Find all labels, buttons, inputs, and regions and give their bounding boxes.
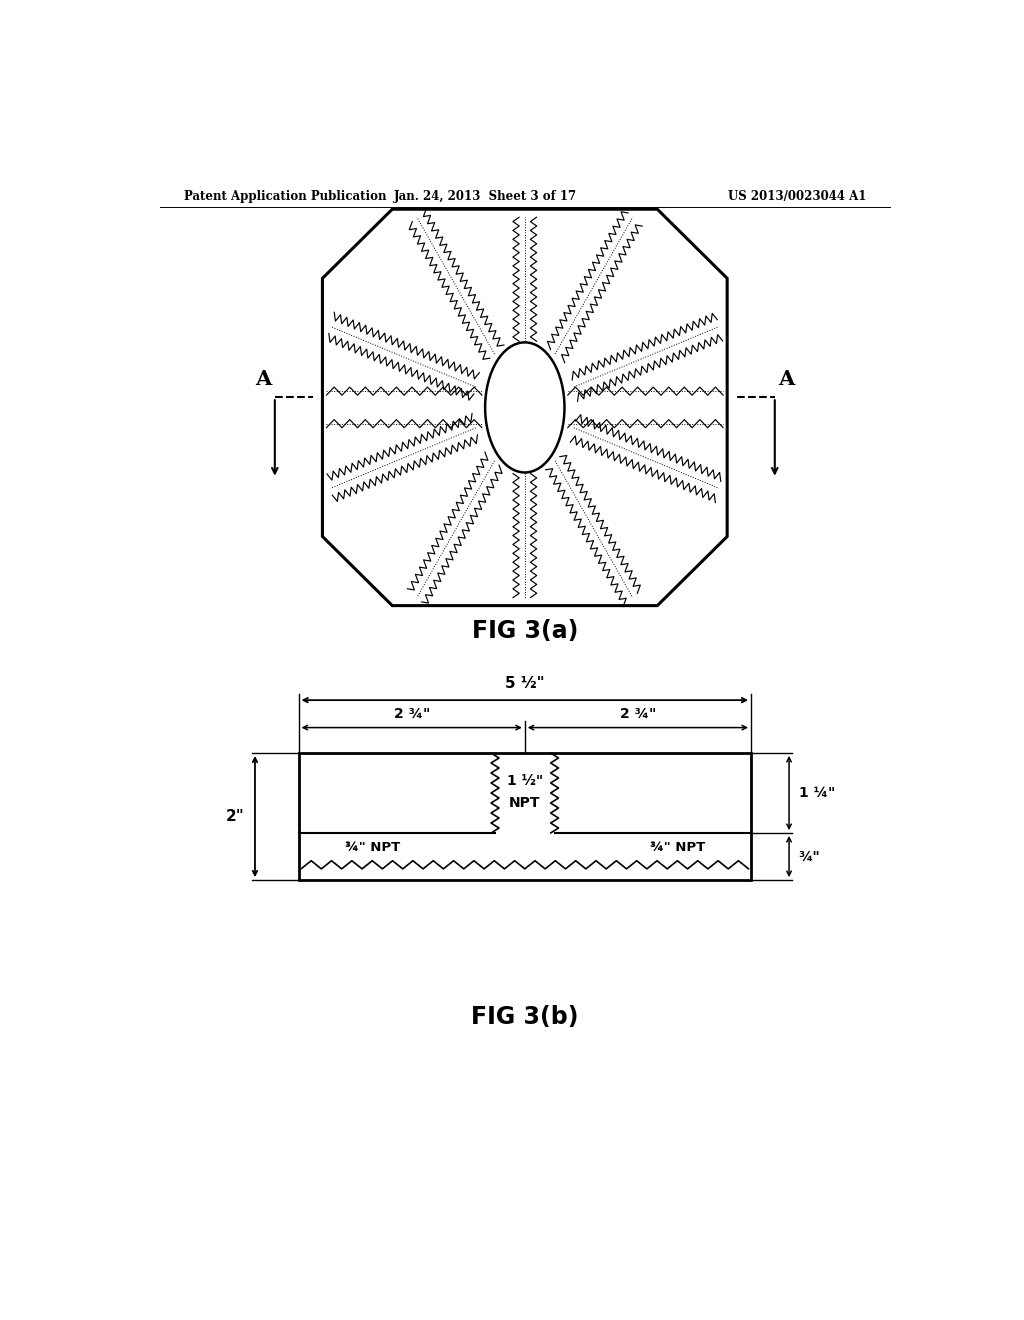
Text: US 2013/0023044 A1: US 2013/0023044 A1: [728, 190, 866, 202]
Text: FIG 3(b): FIG 3(b): [471, 1006, 579, 1030]
Text: 1 ¼": 1 ¼": [799, 785, 835, 800]
Text: Patent Application Publication: Patent Application Publication: [183, 190, 386, 202]
Text: A: A: [255, 370, 271, 389]
Text: Jan. 24, 2013  Sheet 3 of 17: Jan. 24, 2013 Sheet 3 of 17: [393, 190, 577, 202]
Text: A: A: [778, 370, 795, 389]
Text: 2 ¾": 2 ¾": [620, 706, 656, 721]
Text: 5 ½": 5 ½": [505, 676, 545, 690]
Text: ¾" NPT: ¾" NPT: [649, 841, 705, 854]
Text: FIG 3(a): FIG 3(a): [472, 619, 578, 643]
Text: 2 ¾": 2 ¾": [393, 706, 430, 721]
Bar: [299, 752, 751, 880]
Text: ¾" NPT: ¾" NPT: [345, 841, 400, 854]
Text: ¾": ¾": [799, 850, 820, 863]
Text: 1 ½": 1 ½": [507, 774, 543, 788]
Text: NPT: NPT: [509, 796, 541, 810]
Text: 2": 2": [226, 809, 245, 824]
